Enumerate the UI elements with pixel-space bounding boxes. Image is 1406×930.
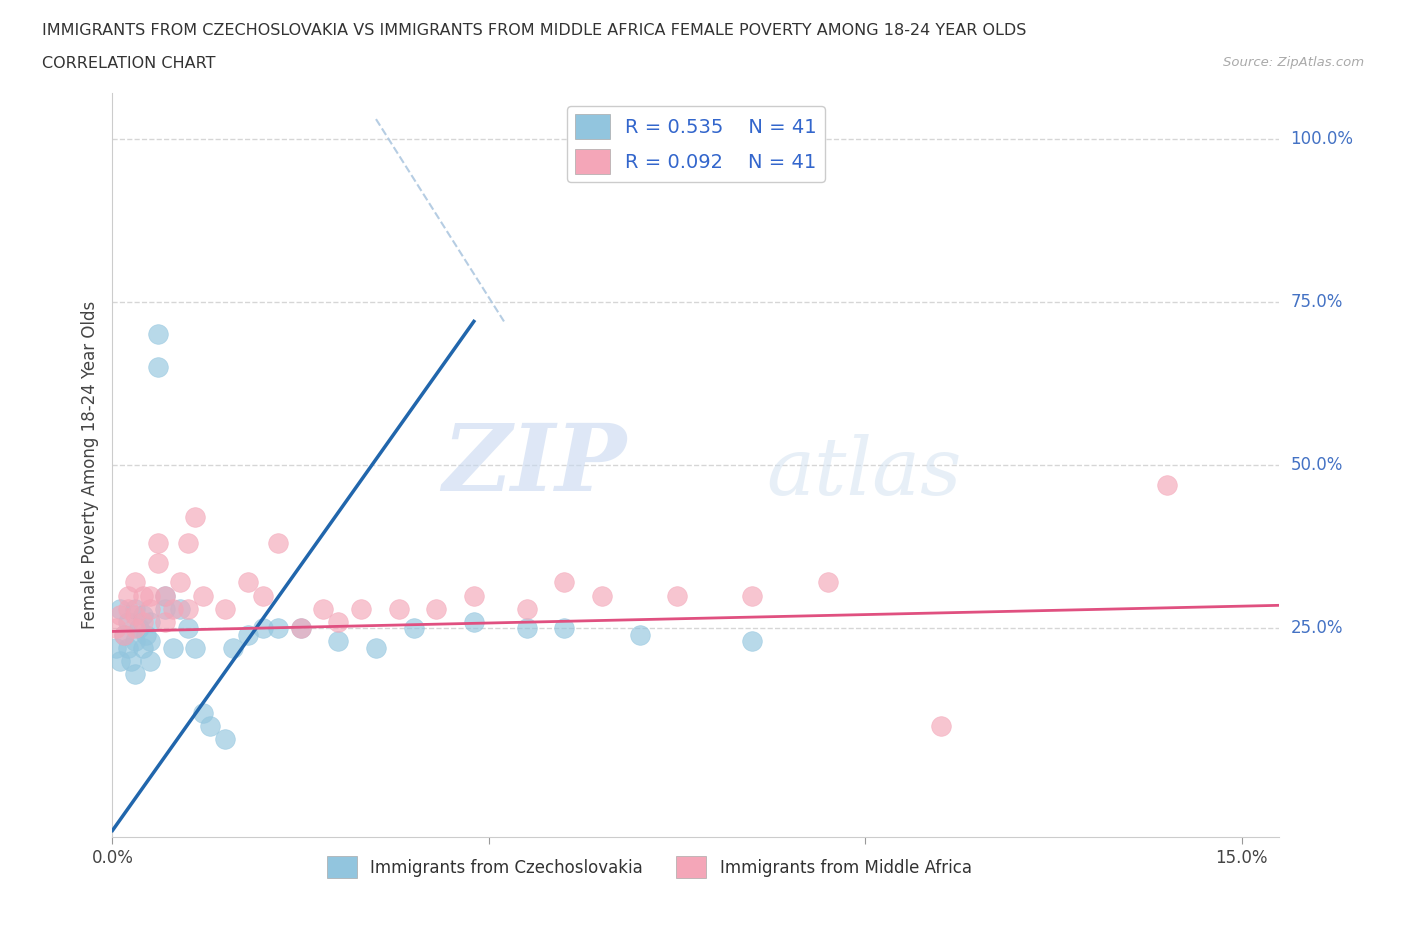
Point [169, 601, 191, 616]
Point [108, 607, 131, 622]
Text: Source: ZipAtlas.com: Source: ZipAtlas.com [1223, 56, 1364, 69]
Point [131, 607, 153, 622]
Point [162, 601, 184, 616]
Point [191, 706, 214, 721]
Point [131, 588, 153, 603]
Point [117, 601, 139, 616]
Point [153, 588, 176, 603]
Point [364, 640, 387, 655]
Point [929, 719, 952, 734]
Point [105, 640, 128, 655]
Point [117, 588, 139, 603]
Point [236, 627, 259, 642]
Point [191, 588, 214, 603]
Point [741, 588, 763, 603]
Point [267, 620, 290, 635]
Point [350, 601, 373, 616]
Point [112, 627, 135, 642]
Point [177, 601, 200, 616]
Point [222, 640, 245, 655]
Point [741, 633, 763, 648]
Point [553, 620, 575, 635]
Point [267, 536, 290, 551]
Text: 75.0%: 75.0% [1291, 293, 1343, 311]
Point [1156, 477, 1178, 492]
Point [169, 575, 191, 590]
Text: atlas: atlas [766, 433, 962, 512]
Point [425, 601, 447, 616]
Point [117, 614, 139, 629]
Point [463, 588, 485, 603]
Point [124, 633, 146, 648]
Point [236, 575, 259, 590]
Point [290, 620, 312, 635]
Point [463, 614, 485, 629]
Point [146, 327, 169, 342]
Point [162, 640, 184, 655]
Point [124, 607, 146, 622]
Point [177, 536, 200, 551]
Point [146, 555, 169, 570]
Text: ZIP: ZIP [441, 420, 626, 510]
Point [252, 588, 274, 603]
Point [139, 601, 162, 616]
Point [124, 601, 146, 616]
Point [117, 640, 139, 655]
Point [131, 640, 153, 655]
Point [124, 575, 146, 590]
Point [139, 654, 162, 669]
Point [120, 654, 142, 669]
Point [124, 667, 146, 682]
Point [139, 633, 162, 648]
Y-axis label: Female Poverty Among 18-24 Year Olds: Female Poverty Among 18-24 Year Olds [80, 301, 98, 629]
Point [146, 360, 169, 375]
Point [105, 620, 128, 635]
Point [108, 601, 131, 616]
Point [128, 620, 150, 635]
Text: 25.0%: 25.0% [1291, 619, 1343, 637]
Point [146, 536, 169, 551]
Point [153, 588, 176, 603]
Legend: Immigrants from Czechoslovakia, Immigrants from Middle Africa: Immigrants from Czechoslovakia, Immigran… [321, 850, 979, 884]
Point [131, 614, 153, 629]
Point [312, 601, 335, 616]
Point [516, 601, 538, 616]
Point [184, 510, 207, 525]
Point [200, 719, 222, 734]
Point [112, 627, 135, 642]
Text: 100.0%: 100.0% [1291, 129, 1354, 148]
Point [328, 614, 350, 629]
Point [387, 601, 409, 616]
Point [153, 614, 176, 629]
Point [124, 620, 146, 635]
Point [516, 620, 538, 635]
Point [328, 633, 350, 648]
Point [108, 654, 131, 669]
Text: 50.0%: 50.0% [1291, 456, 1343, 474]
Point [817, 575, 839, 590]
Point [591, 588, 613, 603]
Point [290, 620, 312, 635]
Point [214, 601, 236, 616]
Point [402, 620, 425, 635]
Point [153, 601, 176, 616]
Text: IMMIGRANTS FROM CZECHOSLOVAKIA VS IMMIGRANTS FROM MIDDLE AFRICA FEMALE POVERTY A: IMMIGRANTS FROM CZECHOSLOVAKIA VS IMMIGR… [42, 23, 1026, 38]
Point [214, 732, 236, 747]
Point [139, 588, 162, 603]
Point [666, 588, 689, 603]
Point [184, 640, 207, 655]
Point [553, 575, 575, 590]
Point [139, 614, 162, 629]
Text: CORRELATION CHART: CORRELATION CHART [42, 56, 215, 71]
Point [628, 627, 651, 642]
Point [252, 620, 274, 635]
Point [177, 620, 200, 635]
Point [135, 627, 157, 642]
